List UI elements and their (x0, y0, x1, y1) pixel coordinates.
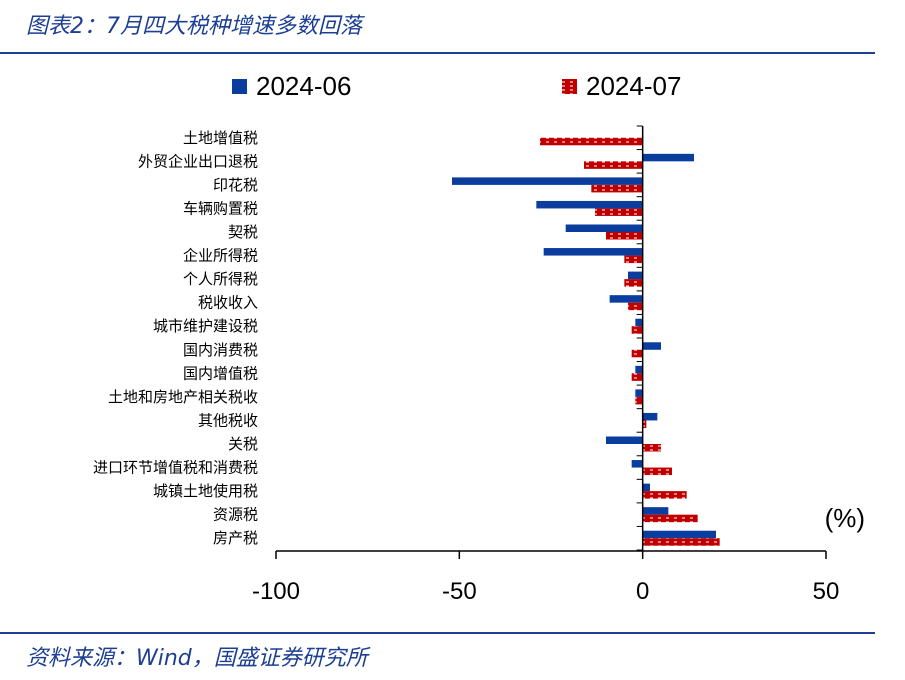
source-note: 资料来源：Wind，国盛证券研究所 (26, 646, 368, 671)
bar-2024-07-3 (595, 208, 643, 216)
legend-swatch-2024-06 (232, 79, 247, 94)
category-label: 印花税 (213, 176, 258, 194)
bar-2024-07-13 (642, 444, 661, 452)
bar-2024-07-4 (606, 232, 643, 240)
header-divider (0, 52, 875, 54)
legend-label-2024-06: 2024-06 (256, 71, 351, 101)
legend-swatch-2024-07 (562, 79, 577, 94)
x-tick-label: 50 (813, 578, 840, 605)
category-label: 土地和房地产相关税收 (108, 388, 258, 406)
legend-label-2024-07: 2024-07 (586, 71, 681, 101)
bar-2024-06-4 (565, 224, 643, 232)
bar-2024-06-6 (628, 271, 643, 280)
bar-2024-07-1 (584, 161, 643, 169)
category-label: 关税 (228, 435, 258, 453)
bar-2024-06-17 (642, 530, 716, 539)
bar-2024-07-7 (628, 302, 643, 311)
bar-2024-06-16 (642, 507, 669, 515)
category-label: 契税 (228, 223, 258, 241)
category-label: 个人所得税 (183, 270, 258, 288)
bar-2024-07-5 (624, 255, 643, 264)
bar-2024-06-13 (606, 436, 643, 444)
footer-divider (0, 632, 875, 634)
category-label: 城市维护建设税 (153, 317, 258, 335)
category-label: 房产税 (213, 529, 258, 547)
unit-label: (%) (825, 503, 865, 533)
x-tick-label: -50 (442, 578, 477, 605)
bar-2024-06-7 (609, 295, 643, 303)
bar-2024-06-5 (543, 248, 643, 256)
x-tick-label: -100 (252, 578, 300, 605)
bar-2024-06-2 (452, 177, 643, 185)
bar-2024-07-15 (642, 491, 687, 499)
category-label: 城镇土地使用税 (153, 482, 258, 500)
bar-2024-06-12 (642, 412, 658, 421)
chart-title: 图表2：7月四大税种增速多数回落 (26, 14, 362, 39)
bar-2024-06-14 (631, 460, 643, 468)
category-label: 资源税 (213, 506, 258, 524)
bar-2024-07-6 (624, 279, 643, 287)
category-label: 土地增值税 (183, 129, 258, 147)
bar-2024-06-8 (635, 318, 643, 327)
chart-legend: 2024-06 2024-07 (232, 71, 681, 101)
bar-2024-06-10 (635, 365, 643, 374)
bar-2024-07-11 (635, 396, 643, 405)
bar-2024-07-0 (540, 137, 643, 146)
axes-layer: 土地增值税外贸企业出口退税印花税车辆购置税契税企业所得税个人所得税税收收入城市维… (93, 125, 840, 605)
bar-2024-06-3 (536, 200, 643, 209)
bar-2024-07-2 (591, 184, 643, 193)
bar-chart: 2024-06 2024-07 土地增值税外贸企业出口退税印花税车辆购置税契税企业… (93, 71, 865, 605)
category-label: 国内增值税 (183, 364, 258, 382)
bars-layer (452, 130, 720, 546)
category-label: 外贸企业出口退税 (138, 152, 258, 170)
bar-2024-07-17 (642, 538, 720, 546)
bar-2024-06-15 (642, 483, 650, 492)
x-tick-label: 0 (636, 578, 649, 605)
bar-2024-06-9 (642, 342, 661, 350)
bar-2024-07-8 (631, 326, 643, 334)
bar-2024-07-12 (642, 420, 647, 428)
category-label: 进口环节增值税和消费税 (93, 459, 258, 477)
bar-2024-07-10 (631, 373, 643, 381)
bar-2024-06-11 (635, 389, 643, 397)
category-label: 企业所得税 (183, 247, 258, 265)
bar-2024-07-9 (631, 349, 643, 358)
category-label: 税收收入 (198, 294, 258, 312)
category-label: 国内消费税 (183, 341, 258, 359)
bar-2024-07-16 (642, 514, 698, 523)
bar-2024-06-1 (642, 153, 694, 162)
bar-2024-07-14 (642, 467, 672, 476)
category-label: 车辆购置税 (183, 199, 258, 217)
category-label: 其他税收 (198, 411, 258, 429)
